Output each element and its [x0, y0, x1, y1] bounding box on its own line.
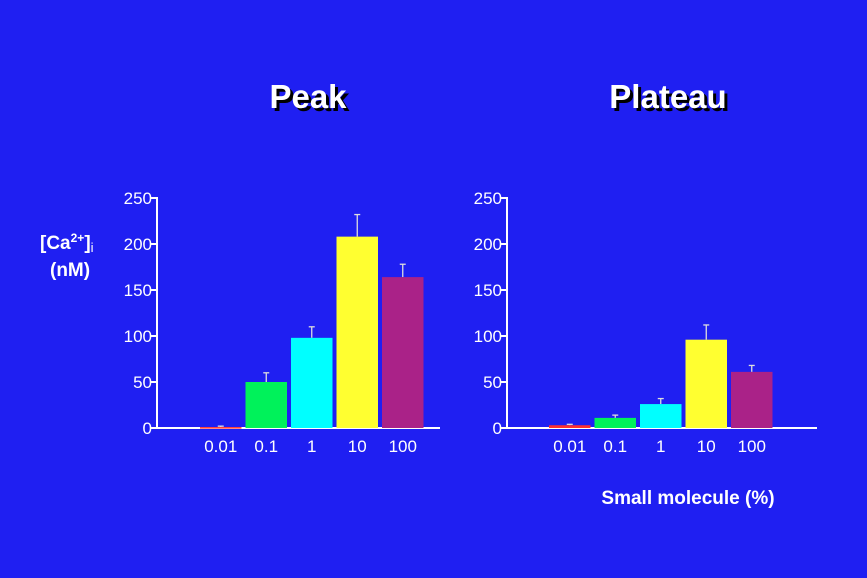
y-tick-label: 150 — [474, 281, 502, 300]
y-tick-label: 200 — [124, 235, 152, 254]
y-tick-label: 0 — [143, 419, 152, 438]
bar-10 — [336, 236, 378, 428]
plateau-title: Plateau — [609, 78, 727, 115]
x-tick-label: 10 — [697, 437, 716, 456]
y-label-sup: 2+ — [70, 231, 85, 245]
bar-100 — [382, 277, 424, 428]
bar-0.01 — [549, 425, 591, 428]
bar-1 — [291, 337, 333, 428]
x-tick-label: 0.01 — [204, 437, 237, 456]
y-label-unit: (nM) — [50, 260, 91, 281]
x-tick-label: 1 — [307, 437, 316, 456]
bar-1 — [640, 404, 682, 428]
x-tick-label: 0.1 — [254, 437, 278, 456]
y-axis-label: [Ca2+]i (nM) — [40, 230, 120, 284]
bar-0.1 — [594, 417, 636, 428]
y-tick-label: 250 — [474, 189, 502, 208]
bar-100 — [731, 371, 773, 428]
bar-10 — [685, 339, 727, 428]
y-label-close: ] — [84, 233, 91, 254]
y-label-sub: i — [90, 240, 94, 255]
x-tick-label: 100 — [389, 437, 417, 456]
bar-0.01 — [200, 427, 242, 429]
x-tick-label: 100 — [738, 437, 766, 456]
x-tick-label: 1 — [656, 437, 665, 456]
y-tick-label: 50 — [483, 373, 502, 392]
y-tick-label: 200 — [474, 235, 502, 254]
peak-title: Peak — [269, 78, 347, 115]
bar-0.1 — [245, 382, 287, 428]
y-tick-label: 250 — [124, 189, 152, 208]
x-tick-label: 10 — [348, 437, 367, 456]
y-tick-label: 100 — [474, 327, 502, 346]
y-tick-label: 0 — [493, 419, 502, 438]
x-tick-label: 0.1 — [603, 437, 627, 456]
y-tick-label: 100 — [124, 327, 152, 346]
y-tick-label: 150 — [124, 281, 152, 300]
y-label-main: [Ca — [40, 233, 71, 254]
y-tick-label: 50 — [133, 373, 152, 392]
x-tick-label: 0.01 — [553, 437, 586, 456]
x-axis-label: Small molecule (%) — [601, 488, 774, 509]
